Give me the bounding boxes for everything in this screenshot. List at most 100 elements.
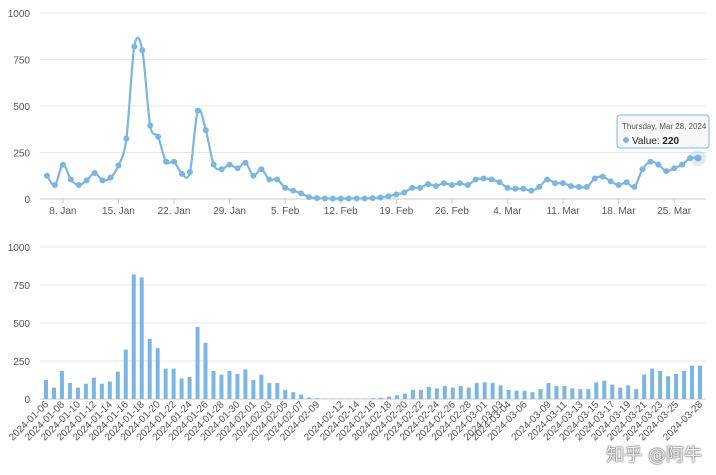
y-tick-label: 1000 bbox=[8, 9, 31, 20]
bar bbox=[490, 383, 495, 399]
data-point bbox=[575, 183, 582, 190]
y-tick-label: 0 bbox=[24, 195, 30, 206]
data-point bbox=[607, 178, 614, 185]
bar bbox=[386, 396, 391, 399]
bar bbox=[450, 387, 455, 399]
x-tick-label: 25. Mar bbox=[657, 206, 692, 217]
data-point bbox=[115, 162, 122, 169]
data-point bbox=[282, 184, 289, 191]
bar bbox=[426, 386, 431, 399]
bar bbox=[259, 374, 264, 399]
data-point bbox=[401, 189, 408, 196]
bar bbox=[267, 383, 272, 399]
data-point bbox=[369, 195, 376, 202]
bar bbox=[674, 373, 679, 399]
data-point bbox=[464, 182, 471, 189]
bar bbox=[522, 390, 527, 399]
data-point bbox=[544, 176, 551, 183]
data-point bbox=[321, 195, 328, 202]
bar bbox=[147, 338, 152, 399]
bar bbox=[131, 274, 136, 399]
data-point bbox=[75, 182, 82, 189]
bar bbox=[506, 389, 511, 399]
bar bbox=[83, 383, 88, 399]
data-point bbox=[83, 177, 90, 184]
bar bbox=[482, 382, 487, 399]
data-point bbox=[639, 166, 646, 173]
data-point bbox=[671, 165, 678, 172]
bar bbox=[99, 383, 104, 399]
bar bbox=[498, 385, 503, 399]
bar bbox=[227, 370, 232, 399]
bar bbox=[514, 390, 519, 399]
data-point bbox=[552, 180, 559, 187]
bar bbox=[642, 374, 647, 399]
bar bbox=[626, 385, 631, 399]
x-tick-label: 12. Feb bbox=[324, 206, 358, 217]
data-point bbox=[536, 183, 543, 190]
data-point bbox=[583, 183, 590, 190]
data-point bbox=[679, 161, 686, 168]
tooltip-date: Thursday, Mar 28, 2024 bbox=[622, 122, 707, 131]
bar bbox=[658, 370, 663, 399]
bar bbox=[394, 395, 399, 399]
bar bbox=[602, 380, 607, 399]
data-point bbox=[687, 155, 694, 162]
bar bbox=[402, 393, 407, 399]
data-point bbox=[480, 175, 487, 182]
data-point bbox=[694, 154, 702, 162]
bar bbox=[315, 398, 320, 399]
data-point bbox=[409, 184, 416, 191]
bar bbox=[275, 383, 280, 399]
data-point bbox=[258, 166, 265, 173]
data-point bbox=[472, 176, 479, 183]
bar bbox=[610, 384, 615, 399]
bar bbox=[418, 389, 423, 399]
bar bbox=[378, 397, 383, 399]
bar bbox=[458, 386, 463, 399]
x-tick-label: 19. Feb bbox=[379, 206, 413, 217]
bar bbox=[530, 392, 535, 399]
data-point bbox=[647, 158, 654, 165]
data-point bbox=[496, 179, 503, 186]
x-tick-label: 22. Jan bbox=[158, 206, 191, 217]
tooltip-label: Value: 220 bbox=[632, 136, 680, 147]
tooltip: Thursday, Mar 28, 2024 Value: 220 bbox=[616, 114, 710, 149]
bar bbox=[251, 380, 256, 399]
bar bbox=[211, 370, 216, 399]
bar bbox=[59, 370, 64, 399]
bar bbox=[243, 369, 248, 399]
data-point bbox=[305, 194, 312, 201]
bar bbox=[666, 376, 671, 399]
bar bbox=[634, 389, 639, 399]
y-tick-label: 250 bbox=[13, 149, 30, 160]
x-tick-label: 8. Jan bbox=[49, 206, 76, 217]
data-point bbox=[202, 127, 209, 134]
data-point bbox=[147, 122, 154, 129]
bar bbox=[554, 386, 559, 399]
data-point bbox=[210, 161, 217, 168]
x-tick-label: 15. Jan bbox=[102, 206, 135, 217]
watermark: 知乎 @阿牛 bbox=[606, 445, 702, 466]
data-point bbox=[91, 169, 98, 176]
bar bbox=[307, 397, 312, 399]
data-point bbox=[377, 194, 384, 201]
data-point bbox=[155, 133, 162, 140]
data-point bbox=[59, 161, 66, 168]
data-point bbox=[599, 173, 606, 180]
line-chart: 0 250 500 750 1000 8. Jan 15. Jan 22. Jan 29. Ja… bbox=[8, 9, 710, 217]
bar bbox=[139, 277, 144, 399]
y-tick-label: 500 bbox=[13, 319, 30, 330]
bar bbox=[299, 394, 304, 399]
bar bbox=[466, 387, 471, 399]
x-tick-label: 26. Feb bbox=[435, 206, 469, 217]
bar bbox=[410, 389, 415, 399]
x-tick-label: 29. Jan bbox=[213, 206, 246, 217]
bar bbox=[546, 383, 551, 399]
data-point bbox=[67, 176, 74, 183]
data-point bbox=[266, 176, 273, 183]
data-point bbox=[440, 180, 447, 187]
bar bbox=[578, 389, 583, 399]
data-point bbox=[655, 161, 662, 168]
data-point bbox=[171, 158, 178, 165]
